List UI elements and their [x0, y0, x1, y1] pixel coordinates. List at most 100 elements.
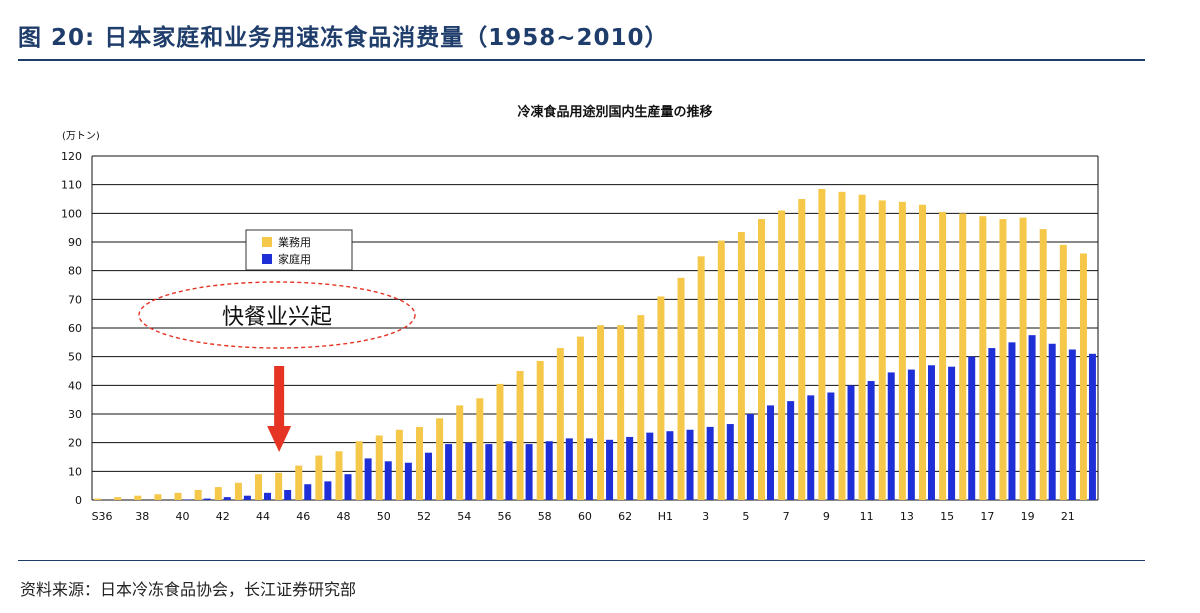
bar-household [1028, 335, 1036, 500]
x-tick-label: 7 [783, 510, 790, 523]
y-tick-label: 70 [68, 293, 82, 306]
legend-box [245, 229, 353, 271]
bar-household [948, 366, 956, 500]
bar-household [746, 414, 754, 500]
bar-business [516, 371, 524, 500]
bar-business [898, 201, 906, 500]
bar-household [243, 495, 251, 500]
x-tick-label: H1 [658, 510, 673, 523]
bar-business [335, 451, 343, 500]
bar-business [979, 216, 987, 500]
x-tick-label: 46 [296, 510, 310, 523]
bar-household [565, 438, 573, 500]
bar-household [505, 441, 513, 500]
bar-household [606, 439, 614, 500]
bar-household [465, 442, 473, 500]
bar-business [355, 441, 363, 500]
bar-household [445, 444, 453, 500]
y-tick-label: 80 [68, 265, 82, 278]
annotation-label: 快餐业兴起 [222, 305, 332, 330]
bar-business [456, 405, 464, 500]
bar-business [275, 472, 283, 500]
bar-household [706, 426, 714, 500]
bar-household [545, 441, 553, 500]
bar-business [154, 494, 162, 500]
bar-household [787, 401, 795, 500]
bar-business [1039, 229, 1047, 500]
bar-household [424, 452, 432, 500]
bar-business [697, 256, 705, 500]
bar-household [968, 356, 976, 500]
x-tick-label: 15 [940, 510, 954, 523]
bar-household [626, 436, 634, 500]
bar-household [1048, 343, 1056, 500]
legend-label-business: 業務用 [278, 235, 311, 249]
bar-household [887, 372, 895, 500]
x-tick-label: 62 [618, 510, 632, 523]
legend-label-household: 家庭用 [278, 252, 311, 266]
bar-household [847, 385, 855, 500]
bar-business [375, 435, 383, 500]
bar-business [878, 200, 886, 500]
bar-household [344, 474, 352, 500]
bar-household [807, 395, 815, 500]
legend-swatch-household [262, 254, 272, 264]
y-tick-label: 10 [68, 465, 82, 478]
x-tick-label: 19 [1021, 510, 1035, 523]
bar-business [114, 497, 122, 500]
bar-business [1019, 217, 1027, 500]
bar-business [778, 210, 786, 500]
bar-business [436, 418, 444, 500]
bar-business [214, 487, 222, 500]
x-tick-label: 54 [457, 510, 471, 523]
x-tick-label: 60 [578, 510, 592, 523]
bar-household [485, 444, 493, 500]
x-tick-label: 52 [417, 510, 431, 523]
bar-household [585, 438, 593, 500]
bar-household [384, 461, 392, 500]
bar-business [758, 219, 766, 501]
title-divider [18, 59, 1145, 61]
bar-business [576, 336, 584, 500]
x-tick-label: 21 [1061, 510, 1075, 523]
x-tick-label: 56 [497, 510, 511, 523]
bar-household [666, 431, 674, 500]
x-tick-label: 9 [823, 510, 830, 523]
y-tick-label: 30 [68, 408, 82, 421]
y-tick-label: 110 [61, 179, 82, 192]
bar-business [496, 383, 504, 500]
chart-title: 冷凍食品用途別国内生産量の推移 [517, 104, 712, 120]
x-tick-label: 3 [702, 510, 709, 523]
bar-business [858, 194, 866, 500]
bar-chart: 冷凍食品用途別国内生産量の推移 (万トン) 0 10 20 30 40 50 60 70 80 90 1… [61, 104, 1099, 523]
legend-swatch-business [262, 237, 272, 247]
bar-household [203, 498, 211, 500]
bar-household [1008, 342, 1016, 500]
bar-business [134, 495, 142, 500]
x-tick-label: 40 [176, 510, 190, 523]
y-tick-label: 90 [68, 236, 82, 249]
bar-household [867, 381, 875, 500]
bar-business [959, 213, 967, 501]
bar-household [525, 444, 533, 500]
bar-household [767, 405, 775, 500]
bar-household [907, 369, 915, 500]
x-tick-label: 5 [742, 510, 749, 523]
bar-business [255, 474, 263, 500]
bar-business [637, 315, 645, 500]
source-divider [18, 560, 1145, 561]
bar-household [404, 462, 412, 500]
bar-business [476, 398, 484, 500]
bar-business [798, 199, 806, 500]
x-tick-label: 44 [256, 510, 270, 523]
bar-business [918, 204, 926, 500]
annotation-ellipse [138, 281, 416, 349]
x-tick-label: 13 [900, 510, 914, 523]
y-tick-label: 0 [75, 494, 82, 507]
bar-business [395, 429, 403, 500]
bar-household [927, 365, 935, 500]
bar-business [1059, 244, 1067, 500]
bar-household [304, 484, 312, 500]
bar-business [597, 325, 605, 500]
bar-household [183, 499, 191, 500]
